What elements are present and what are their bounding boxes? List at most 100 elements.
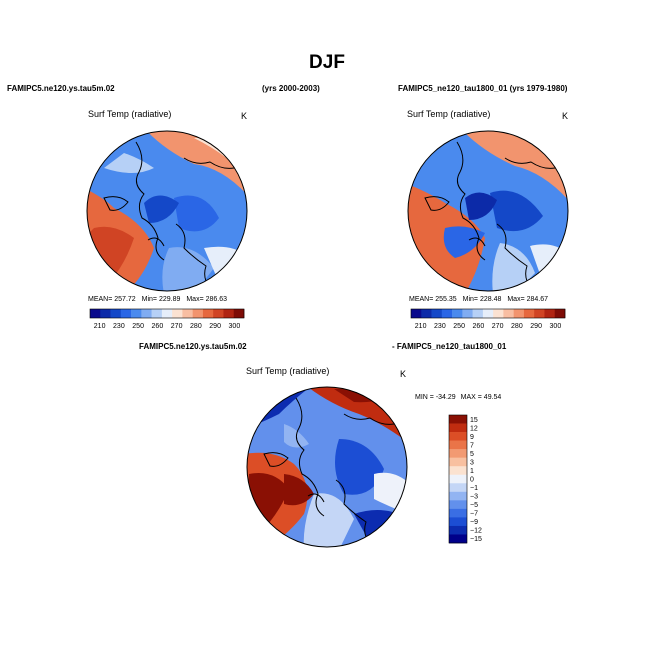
panel1-colorbar-swatch: [141, 309, 152, 318]
panel2-min-value: 228.48: [479, 296, 502, 303]
panel1-colorbar-tick-label: 230: [113, 323, 125, 330]
case1-title: FAMIPC5.ne120.ys.tau5m.02: [7, 84, 115, 93]
diff-colorbar-tick-label: −1: [470, 485, 478, 492]
panel1-colorbar-swatch: [233, 309, 245, 318]
diff-colorbar-tick-label: 3: [470, 459, 474, 466]
diff-colorbar-tick-label: 12: [470, 425, 478, 432]
diff-field: [247, 387, 407, 547]
panel1-coastlines: [103, 141, 235, 289]
panel1-max-value: 286.63: [205, 296, 228, 303]
panel2-colorbar-tick-label: 270: [492, 323, 504, 330]
diff-colorbar-swatch: [449, 525, 467, 535]
panel1-field: [87, 131, 247, 291]
panel2-colorbar-tick-label: 290: [530, 323, 542, 330]
panel2-mean-label: MEAN=: [409, 296, 434, 303]
diff-colorbar-tick-label: −7: [470, 511, 478, 518]
panel2-coastlines: [424, 141, 556, 289]
panel2-colorbar-tick-label: 230: [434, 323, 446, 330]
diff-colorbar-tick-label: −15: [470, 536, 482, 543]
panel2-colorbar-swatch: [441, 309, 453, 318]
panel2-colorbar-tick-label: 280: [511, 323, 523, 330]
diff-colorbar-swatch: [449, 415, 467, 424]
panel1-mean-label: MEAN=: [88, 296, 113, 303]
panel1-colorbar-swatch: [192, 309, 204, 318]
diff-colorbar-tick-label: 1: [470, 468, 474, 475]
diff-colorbar-swatch: [449, 491, 467, 501]
panel2-colorbar: 210 230 250 260 270 280 290 300: [410, 308, 566, 330]
panel1-colorbar-swatch: [213, 309, 224, 318]
panel1-colorbar-tick-label: 300: [229, 323, 241, 330]
panel2-mean-value: 255.35: [435, 296, 457, 303]
panel1-colorbar-swatch: [120, 309, 132, 318]
diff-colorbar-tick-label: 5: [470, 451, 474, 458]
panel2-colorbar-swatch: [411, 309, 422, 318]
panel1-min-value: 229.89: [158, 296, 181, 303]
panel1-min-label: Min=: [141, 296, 158, 303]
diff-max-value: 49.54: [483, 394, 502, 401]
panel2-max-value: 284.67: [526, 296, 549, 303]
panel2-polar-map: [407, 130, 569, 292]
panel1-colorbar-swatch: [202, 309, 214, 318]
diff-min-label: MIN =: [415, 394, 434, 401]
diff-coastlines: [263, 397, 395, 545]
diff-colorbar-tick-label: 7: [470, 442, 474, 449]
diff-polar-map: [246, 386, 408, 548]
diff-colorbar-swatch: [449, 457, 467, 467]
panel1-colorbar-swatch: [223, 309, 235, 318]
panel2-colorbar-swatch: [472, 309, 484, 318]
panel2-colorbar-tick-label: 300: [550, 323, 562, 330]
panel2-colorbar-swatch: [513, 309, 525, 318]
diff-max-label: MAX =: [460, 394, 482, 401]
panel1-mean-value: 257.72: [114, 296, 136, 303]
diff-colorbar-swatch: [449, 474, 467, 484]
panel1-colorbar-tick-label: 260: [152, 323, 164, 330]
diff-colorbar-tick-label: −5: [470, 502, 478, 509]
panel1-colorbar-swatch: [161, 309, 173, 318]
case1-years: (yrs 2000-2003): [262, 84, 320, 93]
panel2-stats: MEAN= 255.35 Min= 228.48 Max= 284.67: [409, 296, 548, 303]
diff-colorbar-swatch: [449, 423, 467, 433]
panel2-colorbar-swatch: [544, 309, 556, 318]
panel2-colorbar-tick-label: 210: [415, 323, 427, 330]
panel1-max-label: Max=: [186, 296, 204, 303]
diff-minmax: MIN = -34.29 MAX = 49.54: [415, 394, 501, 401]
panel2-colorbar-swatch: [482, 309, 494, 318]
diff-colorbar-swatch: [449, 483, 467, 493]
panel1-colorbar-swatch: [172, 309, 183, 318]
diff-colorbar-swatch: [449, 440, 467, 450]
diff-colorbar-tick-label: −9: [470, 519, 478, 526]
case2-title: FAMIPC5_ne120_tau1800_01 (yrs 1979-1980): [398, 84, 568, 93]
panel2-colorbar-tick-label: 260: [473, 323, 485, 330]
panel2-variable-title: Surf Temp (radiative): [407, 109, 491, 119]
panel1-colorbar-tick-label: 250: [132, 323, 144, 330]
panel2-colorbar-tick-label: 250: [453, 323, 465, 330]
season-title: DJF: [309, 52, 345, 73]
panel1-colorbar-tick-label: 290: [209, 323, 221, 330]
diff-colorbar-swatch: [449, 534, 467, 544]
panel1-colorbar: 210 230 250 260 270 280 290 300: [89, 308, 245, 330]
diff-colorbar-swatch: [449, 500, 467, 510]
diff-colorbar-swatch: [449, 466, 467, 476]
panel2-units: K: [562, 111, 569, 121]
diff-colorbar-swatch: [449, 517, 467, 527]
panel2-colorbar-swatch: [462, 309, 473, 318]
diff-colorbar-tick-label: −12: [470, 528, 482, 535]
panel1-colorbar-swatch: [100, 309, 111, 318]
panel1-colorbar-swatch: [131, 309, 142, 318]
panel2-colorbar-swatch: [534, 309, 545, 318]
panel1-units: K: [241, 111, 248, 121]
panel1-colorbar-tick-label: 280: [190, 323, 202, 330]
diff-colorbar-swatch: [449, 432, 467, 441]
diff-colorbar-swatch: [449, 508, 467, 518]
panel1-stats: MEAN= 257.72 Min= 229.89 Max= 286.63: [88, 296, 227, 303]
diff-colorbar-tick-label: 0: [470, 477, 474, 484]
panel2-colorbar-swatch: [554, 309, 566, 318]
diff-title-left: FAMIPC5.ne120.ys.tau5m.02: [139, 342, 247, 351]
panel1-colorbar-tick-label: 210: [94, 323, 106, 330]
diff-colorbar-swatch: [449, 449, 467, 458]
panel1-variable-title: Surf Temp (radiative): [88, 109, 172, 119]
diff-min-value: -34.29: [435, 394, 456, 401]
panel2-colorbar-swatch: [523, 309, 535, 318]
panel2-max-label: Max=: [507, 296, 525, 303]
panel2-colorbar-swatch: [503, 309, 514, 318]
